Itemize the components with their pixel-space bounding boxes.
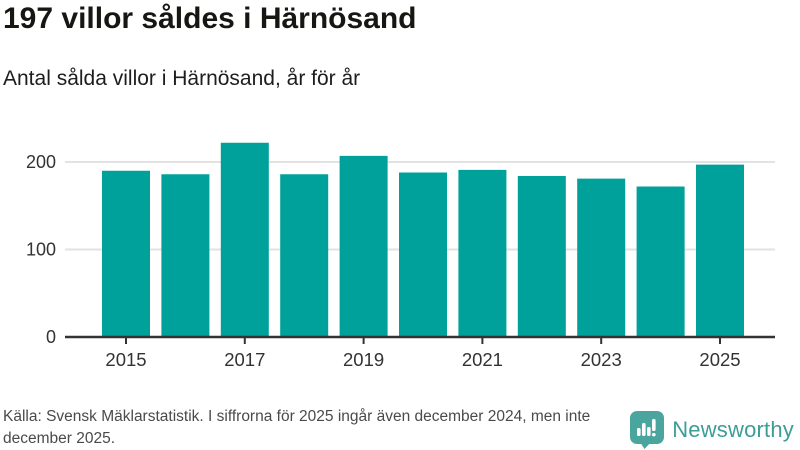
x-tick-label-2019: 2019 <box>343 349 384 370</box>
source-note: Källa: Svensk Mäklarstatistik. I siffror… <box>3 408 591 447</box>
bar-2020 <box>399 172 447 337</box>
bar-chart-area: 0 100 200 2015 2017 2019 2021 2023 2025 <box>0 130 800 380</box>
bar-2022 <box>517 176 566 337</box>
page-subtitle: Antal sålda villor i Härnösand, år för å… <box>3 67 361 90</box>
bar-2016 <box>161 174 210 337</box>
bar-chart: 0 100 200 2015 2017 2019 2021 2023 2025 <box>26 142 775 370</box>
newsworthy-logo: Newsworthy <box>630 411 794 449</box>
bar-2021 <box>458 169 507 337</box>
chart-header: 197 villor såldes i Härnösand Antal såld… <box>3 2 790 90</box>
bar-2025 <box>696 164 744 337</box>
bar-2024 <box>636 186 685 337</box>
x-tick-label-2021: 2021 <box>462 349 503 370</box>
newsworthy-logo-text: Newsworthy <box>672 417 794 442</box>
bar-2023 <box>577 178 626 337</box>
x-tick-label-2017: 2017 <box>224 349 265 370</box>
bar-2015 <box>102 170 150 337</box>
bar-2017 <box>220 142 269 337</box>
footer: Källa: Svensk Mäklarstatistik. I siffror… <box>3 406 794 450</box>
x-tick-label-2015: 2015 <box>105 349 146 370</box>
bar-2019 <box>339 155 388 337</box>
y-tick-label-200: 200 <box>26 152 56 172</box>
newsworthy-logo-icon <box>630 411 665 449</box>
x-tick-label-2025: 2025 <box>699 349 740 370</box>
x-tick-label-2023: 2023 <box>581 349 622 370</box>
y-tick-label-100: 100 <box>26 240 56 260</box>
bar-2018 <box>280 174 329 337</box>
page-title: 197 villor såldes i Härnösand <box>3 2 417 35</box>
y-tick-label-0: 0 <box>46 327 56 347</box>
